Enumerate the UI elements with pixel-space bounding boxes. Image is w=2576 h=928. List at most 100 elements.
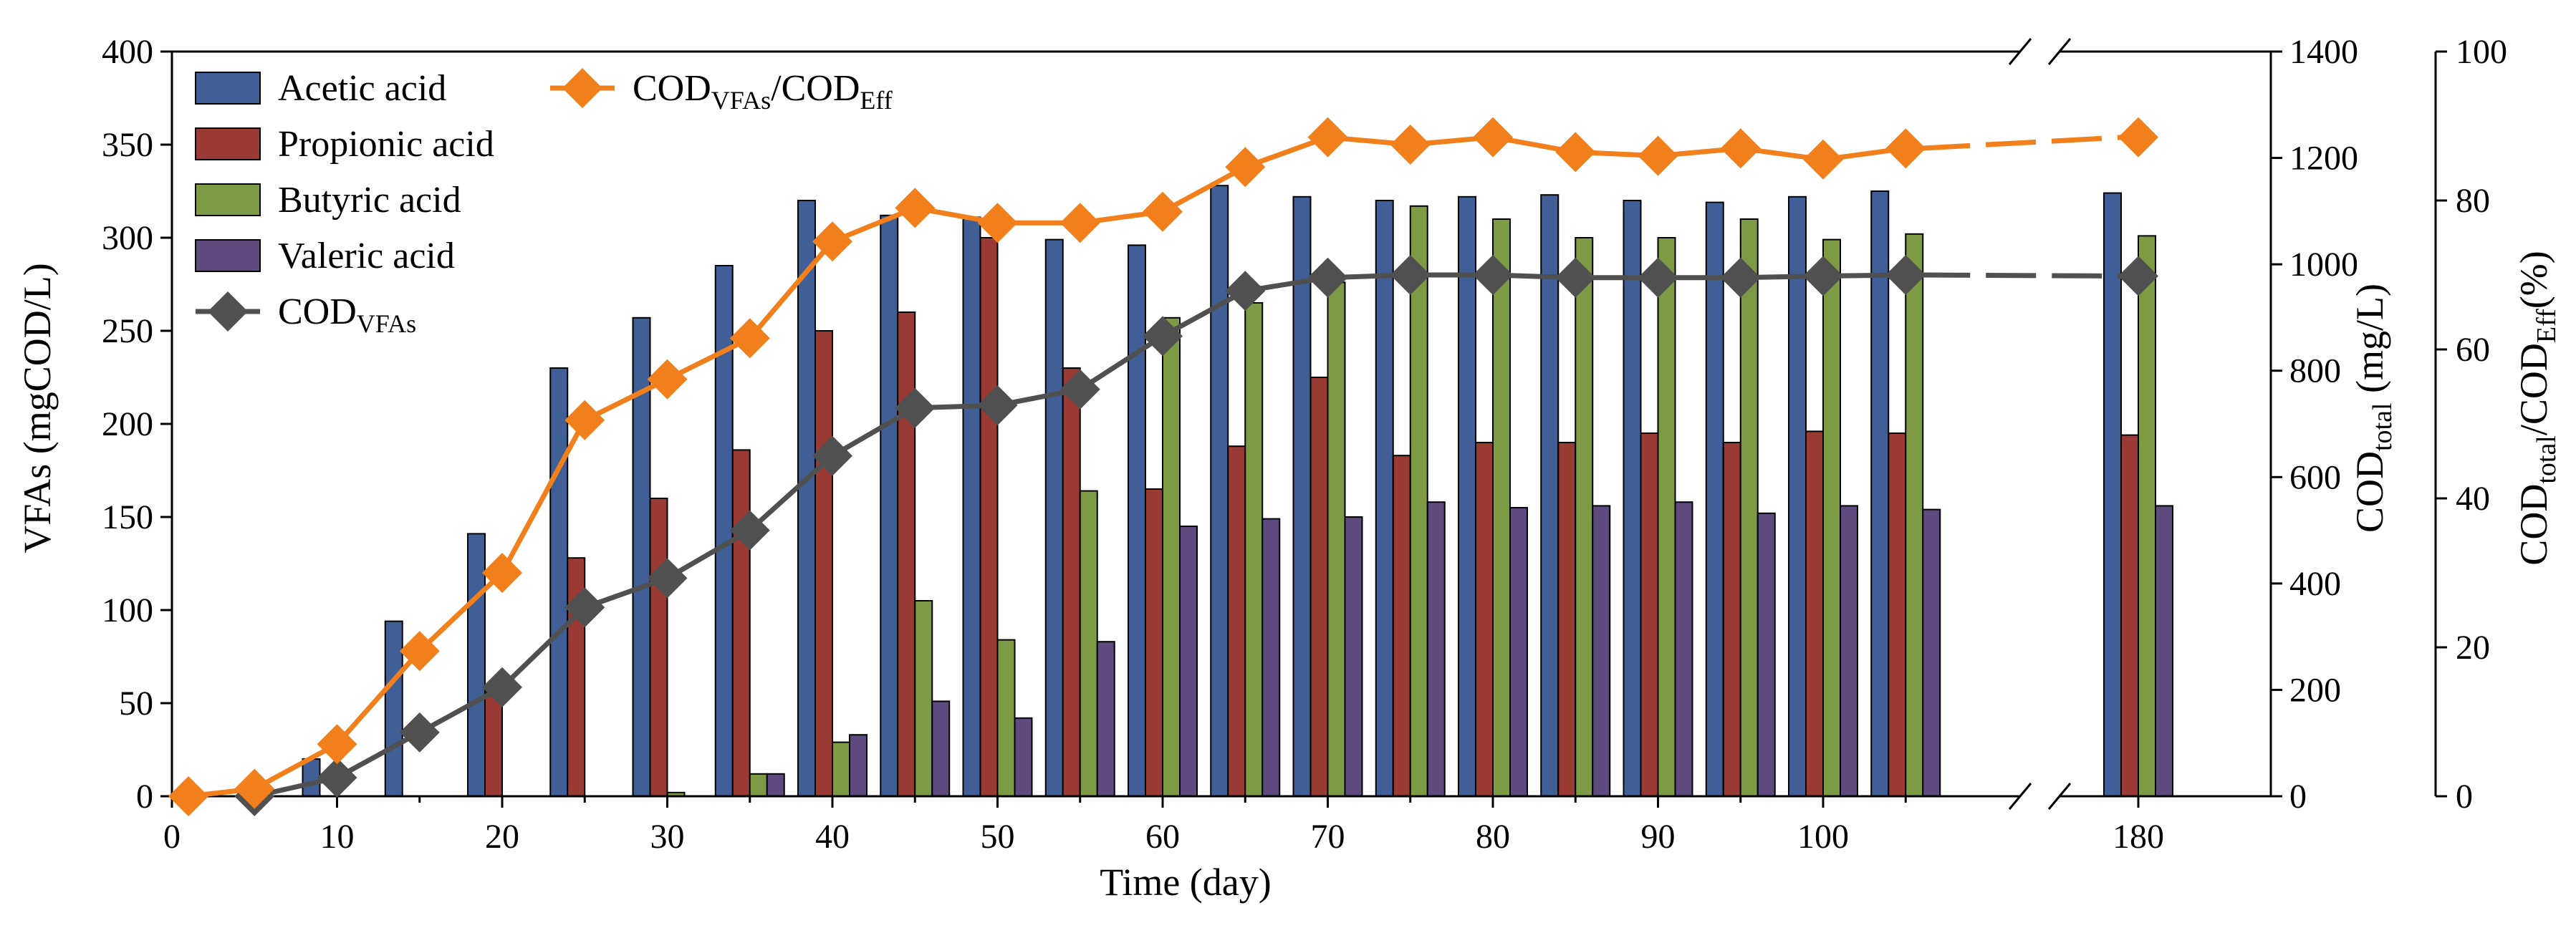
bar-acetic-acid-day-50	[962, 216, 981, 797]
bar-propionic-acid-day-45	[897, 311, 916, 797]
x-tick-label-40: 40	[815, 818, 850, 856]
marker-cod-vfas-day-25	[564, 587, 605, 628]
y2-tick-label-800: 800	[2289, 352, 2341, 390]
marker-cod-vfas-cod-eff-day-70	[1307, 117, 1348, 158]
marker-cod-vfas-day-90	[1638, 257, 1678, 298]
marker-cod-vfas-cod-eff-day-55	[1059, 203, 1100, 243]
bar-butyric-acid-day-180	[2138, 235, 2156, 797]
marker-cod-vfas-cod-eff-day-40	[812, 221, 852, 262]
bar-acetic-acid-day-25	[549, 367, 569, 797]
bar-valeric-acid-day-45	[931, 700, 951, 798]
bar-acetic-acid-day-85	[1540, 194, 1559, 797]
y1-tick-label-50: 50	[119, 685, 153, 722]
bar-propionic-acid-day-85	[1557, 442, 1577, 797]
x-tick-label-10: 10	[320, 818, 355, 856]
line-cod-vfas-cod-eff-bridge	[1920, 135, 2125, 151]
legend-label-cod-vfas: CODVFAs	[278, 291, 416, 338]
bar-butyric-acid-day-40	[832, 741, 850, 797]
marker-cod-vfas-cod-eff-day-95	[1720, 128, 1761, 169]
marker-cod-vfas-cod-eff-day-15	[399, 631, 440, 672]
marker-cod-vfas-day-105	[1885, 255, 1926, 295]
marker-cod-vfas-day-30	[647, 558, 688, 599]
bar-butyric-acid-day-65	[1244, 302, 1264, 797]
bar-propionic-acid-day-100	[1805, 430, 1824, 798]
bar-propionic-acid-day-75	[1392, 455, 1411, 797]
bar-butyric-acid-day-50	[996, 639, 1016, 797]
y2-axis-title: CODtotal (mg/L)	[2348, 284, 2398, 533]
y2-tick-label-1400: 1400	[2289, 33, 2358, 71]
marker-cod-vfas-cod-eff-day-20	[482, 553, 522, 593]
legend-label-acetic-acid: Acetic acid	[278, 68, 446, 109]
bar-valeric-acid-day-180	[2155, 505, 2173, 798]
y1-tick-label-250: 250	[102, 312, 153, 350]
y1-axis-title: VFAs (mgCOD/L)	[16, 263, 59, 554]
bar-acetic-acid-day-90	[1623, 200, 1642, 797]
bar-propionic-acid-day-60	[1145, 488, 1163, 797]
y2-tick-label-200: 200	[2289, 671, 2341, 709]
x-tick-label-80: 80	[1476, 818, 1510, 856]
legend-label-valeric-acid: Valeric acid	[278, 236, 455, 276]
bar-propionic-acid-day-90	[1640, 432, 1659, 797]
legend-swatch-acetic-acid	[195, 72, 261, 105]
marker-cod-vfas-day-75	[1390, 255, 1431, 295]
bar-acetic-acid-day-55	[1044, 238, 1064, 798]
bar-acetic-acid-day-180	[2103, 192, 2122, 798]
y3-tick-label-100: 100	[2456, 33, 2507, 71]
line-cod-vfas-cod-eff	[188, 135, 1906, 799]
bar-acetic-acid-day-75	[1375, 200, 1394, 797]
x-tick-label-90: 90	[1641, 818, 1676, 856]
bar-butyric-acid-day-85	[1575, 237, 1594, 797]
y3-tick-label-0: 0	[2456, 778, 2473, 816]
bar-valeric-acid-day-100	[1840, 505, 1858, 798]
bar-propionic-acid-day-40	[814, 330, 833, 797]
x-break-mark-top-1	[2047, 38, 2072, 65]
marker-cod-vfas-day-180	[2118, 256, 2158, 296]
bar-acetic-acid-day-45	[880, 214, 899, 797]
y3-axis-title: CODtotal/CODEff(%)	[2512, 251, 2562, 565]
legend-swatch-butyric-acid	[195, 183, 261, 216]
bar-valeric-acid-day-60	[1179, 526, 1198, 797]
bar-propionic-acid-day-30	[649, 498, 668, 797]
marker-cod-vfas-cod-eff-day-25	[564, 400, 605, 440]
bar-valeric-acid-day-75	[1426, 501, 1446, 797]
bar-propionic-acid-day-50	[979, 237, 999, 797]
x-tick-label-20: 20	[485, 818, 519, 856]
y3-tick-label-80: 80	[2456, 182, 2490, 220]
bar-butyric-acid-day-75	[1409, 205, 1428, 797]
bar-butyric-acid-day-45	[914, 600, 933, 797]
bar-propionic-acid-day-70	[1309, 377, 1329, 797]
marker-cod-vfas-cod-eff-day-35	[729, 318, 770, 359]
marker-cod-vfas-day-70	[1307, 257, 1348, 298]
legend: Acetic acid Propionic acid Butyric acid Val…	[195, 68, 893, 338]
marker-cod-vfas-cod-eff-day-5	[234, 768, 275, 809]
line-cod-vfas-bridge	[1920, 272, 2125, 279]
bar-acetic-acid-day-95	[1705, 201, 1724, 798]
bar-acetic-acid-day-70	[1292, 195, 1312, 797]
legend-swatch-propionic-acid	[195, 127, 261, 160]
bar-valeric-acid-day-55	[1096, 641, 1115, 798]
bar-acetic-acid-day-15	[384, 620, 403, 797]
bar-butyric-acid-day-90	[1657, 237, 1676, 797]
marker-cod-vfas-day-95	[1720, 257, 1761, 298]
x-break-mark-bottom-1	[2047, 783, 2072, 810]
bar-valeric-acid-day-65	[1261, 518, 1281, 797]
bar-acetic-acid-day-105	[1870, 190, 1890, 797]
bar-butyric-acid-day-95	[1739, 218, 1759, 797]
y1-tick-label-100: 100	[102, 591, 153, 629]
x-axis-title: Time (day)	[1100, 861, 1272, 904]
marker-cod-vfas-cod-eff-day-45	[895, 188, 936, 228]
legend-swatch-valeric-acid	[195, 239, 261, 272]
marker-cod-vfas-day-55	[1059, 369, 1100, 410]
marker-cod-vfas-cod-eff-day-80	[1473, 117, 1513, 158]
bar-valeric-acid-day-70	[1344, 516, 1363, 797]
y1-tick-label-400: 400	[102, 33, 153, 71]
bar-propionic-acid-day-180	[2120, 434, 2139, 797]
y3-tick-label-40: 40	[2456, 480, 2490, 518]
y3-tick-label-20: 20	[2456, 629, 2490, 667]
marker-cod-vfas-day-35	[729, 510, 770, 551]
x-tick-label-60: 60	[1145, 818, 1180, 856]
x-tick-label-70: 70	[1311, 818, 1345, 856]
bar-acetic-acid-day-35	[714, 265, 734, 797]
bar-butyric-acid-day-35	[749, 773, 768, 798]
bar-acetic-acid-day-40	[797, 200, 816, 797]
